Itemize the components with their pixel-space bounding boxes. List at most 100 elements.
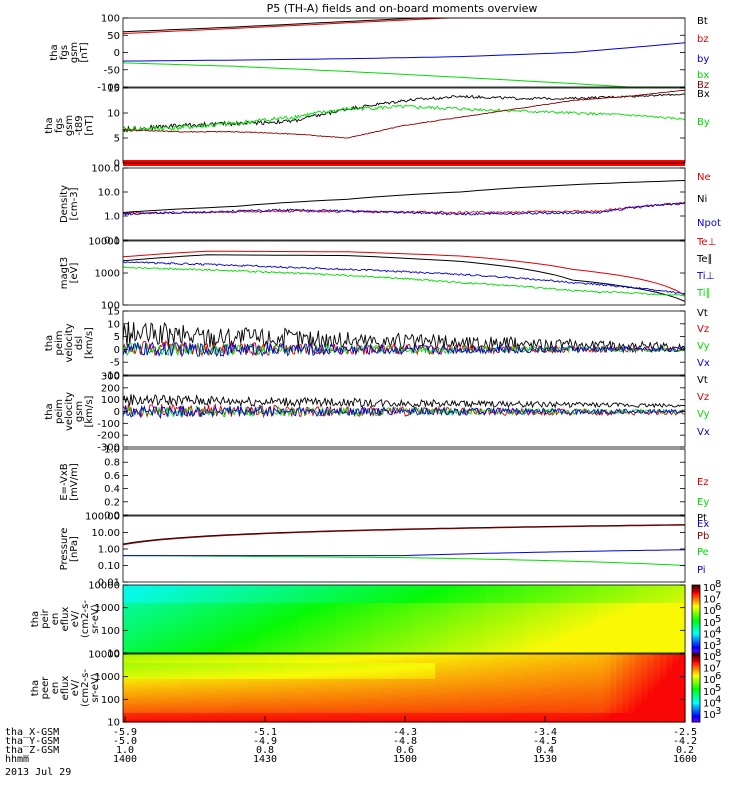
- heatmap-cell: [472, 699, 480, 703]
- heatmap-cell: [372, 663, 380, 666]
- heatmap-cell: [123, 609, 130, 613]
- heatmap-cell: [391, 708, 399, 712]
- heatmap-cell: [260, 641, 268, 645]
- heatmap-cell: [166, 632, 174, 636]
- heatmap-cell: [460, 587, 467, 591]
- heatmap-cell: [322, 665, 330, 669]
- heatmap-cell: [141, 663, 149, 666]
- heatmap-cell: [660, 594, 667, 597]
- heatmap-cell: [672, 625, 680, 629]
- heatmap-cell: [210, 596, 218, 600]
- heatmap-cell: [410, 637, 417, 640]
- heatmap-cell: [410, 683, 417, 687]
- heatmap-cell: [191, 674, 199, 678]
- heatmap-cell: [222, 587, 230, 591]
- heatmap-cell: [485, 672, 492, 675]
- heatmap-cell: [447, 605, 455, 609]
- heatmap-cell: [297, 710, 305, 714]
- heatmap-cell: [148, 717, 155, 721]
- heatmap-cell: [135, 706, 143, 709]
- heatmap-cell: [622, 628, 630, 631]
- heatmap-cell: [347, 637, 355, 640]
- heatmap-cell: [279, 643, 286, 647]
- heatmap-cell: [535, 703, 542, 707]
- heatmap-cell: [478, 699, 486, 703]
- heatmap-cell: [610, 585, 617, 588]
- heatmap-cell: [360, 699, 368, 703]
- heatmap-cell: [160, 637, 168, 640]
- heatmap-cell: [141, 646, 149, 650]
- heatmap-cell: [466, 634, 474, 638]
- heatmap-cell: [516, 669, 524, 673]
- heatmap-cell: [454, 683, 461, 687]
- heatmap-cell: [416, 708, 424, 712]
- heatmap-cell: [210, 703, 218, 707]
- heatmap-cell: [222, 648, 230, 652]
- heatmap-cell: [354, 683, 361, 687]
- heatmap-cell: [416, 598, 424, 602]
- heatmap-cell: [247, 616, 255, 620]
- heatmap-cell: [254, 712, 261, 716]
- heatmap-cell: [460, 667, 467, 671]
- heatmap-cell: [460, 699, 467, 703]
- heatmap-cell: [435, 587, 442, 591]
- heatmap-cell: [316, 692, 324, 696]
- heatmap-cell: [447, 619, 455, 622]
- heatmap-cell: [179, 663, 186, 666]
- heatmap-cell: [354, 712, 361, 716]
- heatmap-cell: [260, 634, 268, 638]
- heatmap-cell: [222, 621, 230, 625]
- heatmap-cell: [379, 619, 386, 622]
- heatmap-cell: [472, 609, 480, 613]
- heatmap-cell: [491, 632, 499, 636]
- heatmap-cell: [435, 614, 442, 618]
- heatmap-cell: [497, 719, 505, 723]
- heatmap-cell: [404, 701, 411, 705]
- heatmap-cell: [485, 710, 492, 714]
- heatmap-cell: [560, 616, 567, 620]
- heatmap-cell: [591, 598, 599, 602]
- heatmap-cell: [466, 669, 474, 673]
- heatmap-cell: [154, 632, 161, 636]
- heatmap-cell: [454, 665, 461, 669]
- heatmap-cell: [503, 616, 511, 620]
- heatmap-cell: [173, 658, 180, 662]
- heatmap-cell: [597, 646, 605, 650]
- heatmap-cell: [322, 591, 330, 595]
- heatmap-cell: [578, 632, 586, 636]
- heatmap-cell: [141, 621, 149, 625]
- heatmap-cell: [291, 598, 299, 602]
- heatmap-cell: [591, 614, 599, 618]
- heatmap-cell: [329, 660, 336, 664]
- heatmap-cell: [578, 630, 586, 634]
- heatmap-cell: [335, 663, 343, 666]
- heatmap-cell: [397, 654, 405, 657]
- heatmap-cell: [254, 663, 261, 666]
- heatmap-cell: [129, 708, 136, 712]
- heatmap-cell: [416, 710, 424, 714]
- heatmap-cell: [179, 625, 186, 629]
- heatmap-cell: [241, 630, 249, 634]
- heatmap-cell: [497, 619, 505, 622]
- heatmap-cell: [404, 646, 411, 650]
- heatmap-cell: [472, 692, 480, 696]
- heatmap-cell: [310, 643, 318, 647]
- heatmap-cell: [410, 600, 417, 604]
- heatmap-cell: [204, 703, 211, 707]
- heatmap-cell: [279, 600, 286, 604]
- heatmap-cell: [422, 699, 430, 703]
- heatmap-cell: [185, 681, 193, 685]
- heatmap-cell: [241, 715, 249, 719]
- heatmap-cell: [478, 710, 486, 714]
- heatmap-cell: [335, 715, 343, 719]
- heatmap-cell: [216, 676, 224, 680]
- heatmap-cell: [491, 605, 499, 609]
- heatmap-cell: [410, 625, 417, 629]
- y-axis-label: en: [50, 613, 61, 626]
- series-peim_gsm-Vt: [122, 393, 686, 409]
- heatmap-cell: [191, 694, 199, 698]
- heatmap-cell: [366, 678, 374, 682]
- heatmap-cell: [672, 634, 680, 638]
- heatmap-cell: [173, 690, 180, 694]
- heatmap-cell: [247, 665, 255, 669]
